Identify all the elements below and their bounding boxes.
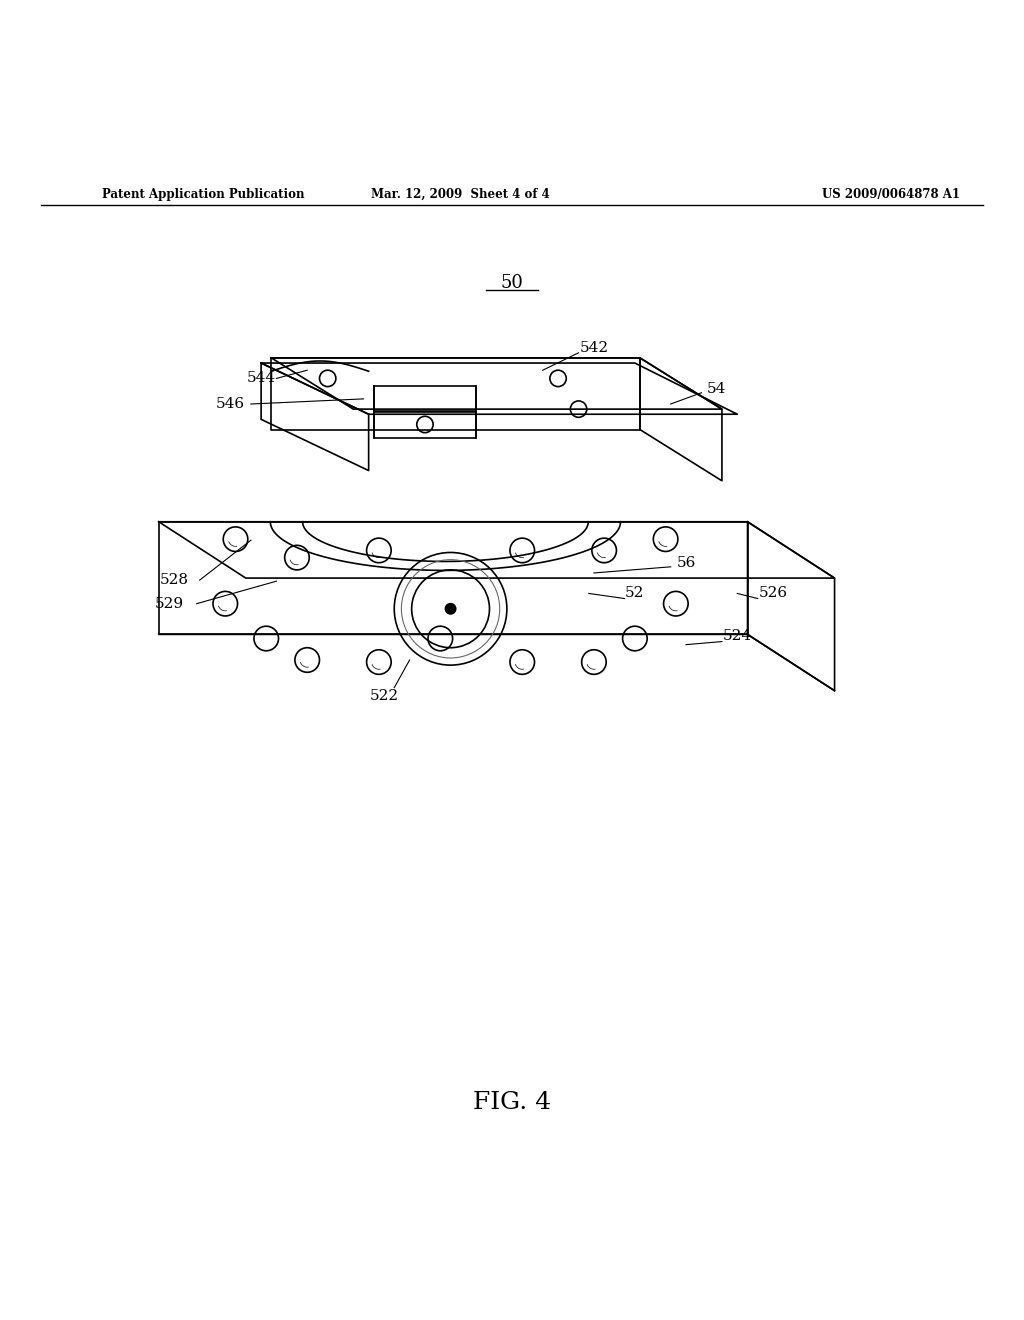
Circle shape <box>445 603 456 614</box>
Text: US 2009/0064878 A1: US 2009/0064878 A1 <box>822 187 959 201</box>
Text: 528: 528 <box>160 573 188 587</box>
Text: 52: 52 <box>626 586 644 601</box>
Text: 544: 544 <box>247 371 275 385</box>
Text: 546: 546 <box>216 397 245 411</box>
Text: 522: 522 <box>370 689 398 702</box>
Text: 524: 524 <box>723 630 752 643</box>
Text: 56: 56 <box>677 556 695 570</box>
Text: 526: 526 <box>759 586 787 601</box>
Text: 50: 50 <box>501 275 523 292</box>
Text: Patent Application Publication: Patent Application Publication <box>102 187 305 201</box>
Text: FIG. 4: FIG. 4 <box>473 1090 551 1114</box>
Text: 529: 529 <box>155 597 183 611</box>
Text: 54: 54 <box>708 381 726 396</box>
Text: 542: 542 <box>580 341 608 355</box>
Text: Mar. 12, 2009  Sheet 4 of 4: Mar. 12, 2009 Sheet 4 of 4 <box>372 187 550 201</box>
